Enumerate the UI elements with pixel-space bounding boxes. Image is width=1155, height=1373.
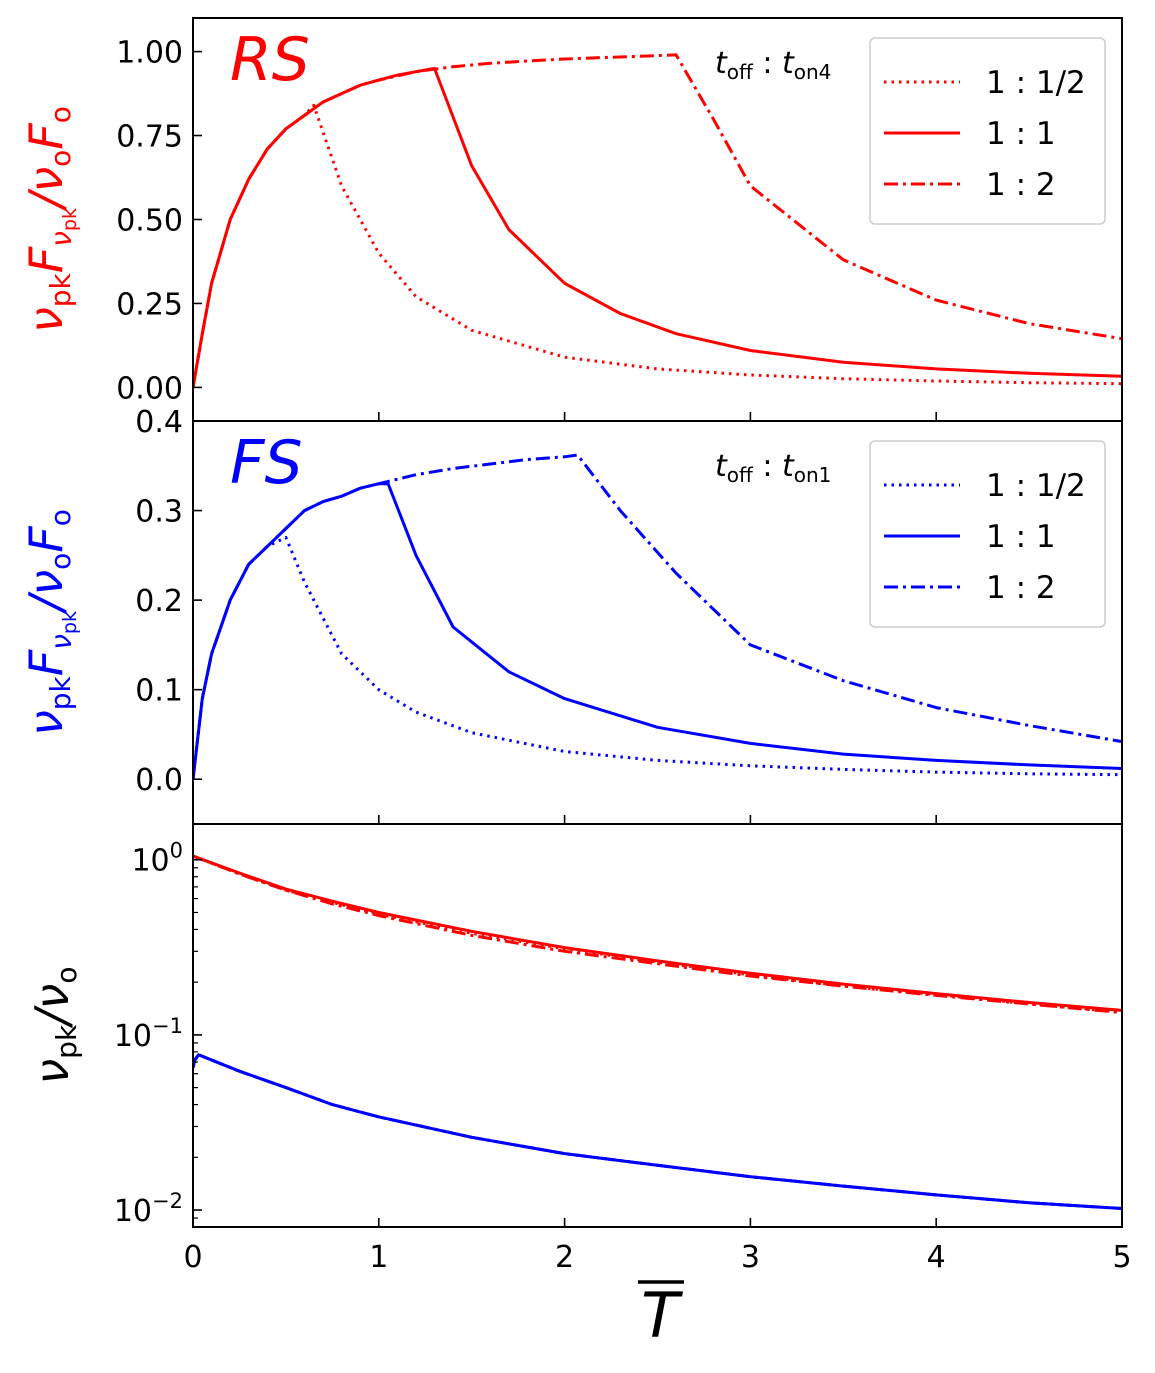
- x-tick-label: 2: [555, 1240, 574, 1275]
- legend-title: toff : ton4: [715, 46, 831, 84]
- series-line-bottom-4: [193, 1053, 1122, 1210]
- legend-entry: 1 : 1/2: [986, 468, 1086, 504]
- y-tick-label: 10−1: [114, 1014, 183, 1054]
- y-tick-label: 0.00: [116, 371, 183, 406]
- panel-annotation: FS: [230, 428, 303, 498]
- panel-middle: 0.0 0.1 0.2 0.3 0.4 νpkFνpk/νoFo FS toff : ton1…: [19, 405, 1123, 825]
- panel-top: 0.00 0.25 0.50 0.75 1.00 νpkFνpk/νoFo RS toff :…: [19, 17, 1123, 422]
- legend-box: [869, 37, 1106, 225]
- series-line-top-0: [193, 103, 1122, 388]
- legend-entry: 1 : 2: [986, 167, 1056, 203]
- x-tick-label: 1: [369, 1240, 388, 1275]
- y-tick-label: 0.50: [116, 204, 183, 239]
- y-tick-label: 0.75: [116, 120, 183, 155]
- series-line-middle-2: [193, 453, 1122, 780]
- legend-entry: 1 : 1: [986, 519, 1056, 555]
- legend-entry: 1 : 2: [986, 570, 1056, 606]
- series-line-bottom-3: [193, 1053, 1122, 1210]
- x-tick-label: 0: [183, 1240, 202, 1275]
- y-axis-label: νpk/νo: [25, 966, 83, 1084]
- series-line-bottom-2: [193, 854, 1122, 1015]
- x-tick-label: 5: [1112, 1240, 1131, 1275]
- series-line-bottom-0: [193, 854, 1122, 1014]
- series-line-bottom-5: [193, 1053, 1122, 1210]
- y-tick-label: 0.2: [135, 584, 183, 619]
- y-axis-label: νpkFνpk/νoFo: [19, 106, 81, 333]
- axes-frame: [192, 823, 1123, 1228]
- panel-annotation: RS: [230, 25, 310, 95]
- y-axis-label: νpkFνpk/νoFo: [19, 509, 81, 736]
- legend-title: toff : ton1: [715, 449, 831, 487]
- x-axis-label: T: [641, 1279, 683, 1352]
- y-tick-label: 100: [131, 839, 183, 879]
- series-group: [193, 453, 1122, 780]
- panel-bottom: 0 1 2 3 4 5 10−2 10−1 100 νpk/νo: [25, 823, 1132, 1275]
- y-tick-label: 0.25: [116, 287, 183, 322]
- y-tick-label: 10−2: [114, 1189, 183, 1229]
- legend-box: [869, 440, 1106, 628]
- legend-entry: 1 : 1: [986, 116, 1056, 152]
- series-line-bottom-1: [193, 854, 1122, 1012]
- y-tick-label: 1.00: [116, 36, 183, 71]
- series-line-top-2: [193, 53, 1122, 388]
- x-tick-label: 3: [741, 1240, 760, 1275]
- y-tick-label: 0.0: [135, 763, 183, 798]
- series-group: [193, 854, 1122, 1210]
- y-tick-label: 0.1: [135, 674, 183, 709]
- x-tick-label: 4: [927, 1240, 946, 1275]
- series-group: [193, 53, 1122, 388]
- y-tick-label: 0.3: [135, 495, 183, 530]
- series-line-middle-0: [193, 535, 1122, 780]
- legend-entry: 1 : 1/2: [986, 65, 1086, 101]
- y-tick-label: 0.4: [135, 405, 183, 440]
